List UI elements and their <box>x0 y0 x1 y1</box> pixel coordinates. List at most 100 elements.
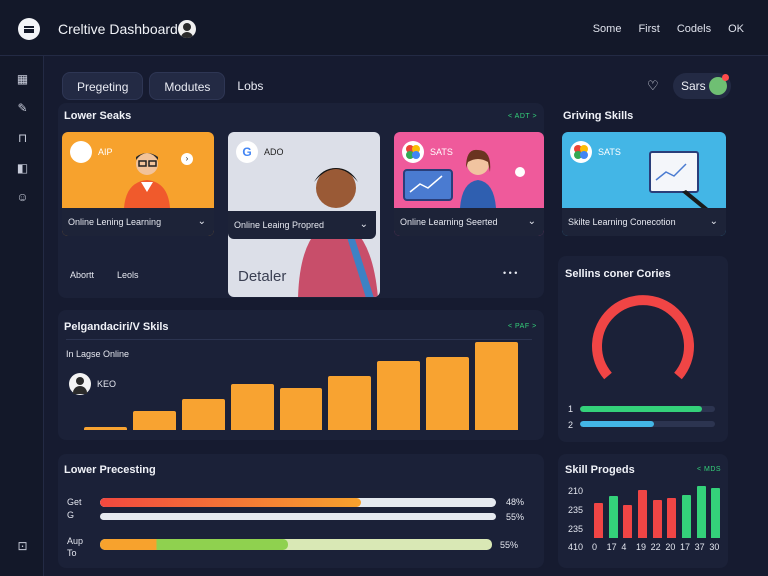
heart-icon[interactable]: ♡ <box>647 78 659 93</box>
card-footer: Skilte Learning Conecotion ⌄ <box>562 208 726 236</box>
chart-subtitle: In Lagse Online <box>66 349 130 359</box>
user-avatar <box>709 77 727 95</box>
chart-bar <box>426 357 470 430</box>
course-card-sats[interactable]: SATS Online Learning Seerted ⌄ <box>394 132 544 236</box>
skill-bar <box>711 488 721 538</box>
row-label-top: Aup <box>67 536 84 546</box>
skill-progeds-link[interactable]: < MDS <box>697 466 722 473</box>
teacher-illustration-icon <box>403 149 525 208</box>
pelgandacirl-title: Pelgandaciri/V Skils <box>64 321 169 333</box>
card-badge-label: SATS <box>430 147 453 157</box>
course-card-skilte[interactable]: SATS Skilte Learning Conecotion ⌄ <box>562 132 726 236</box>
top-bar: Creltive Dashboard Some First Codels OK <box>0 0 768 56</box>
x-tick-label: 30 <box>709 542 720 552</box>
top-link-first[interactable]: First <box>638 23 660 35</box>
x-tick-label: 20 <box>665 542 676 552</box>
skill-progeds-chart <box>592 484 724 538</box>
skill-bar <box>696 486 706 538</box>
x-tick-label: 19 <box>636 542 647 552</box>
user-name: Sars <box>681 79 706 93</box>
gauge-chart <box>592 295 694 380</box>
featured-label: Detaler <box>238 268 287 285</box>
y-tick-label: 210 <box>568 486 584 496</box>
edit-icon[interactable]: ✎ <box>17 101 28 115</box>
pelgandacirl-link[interactable]: < PAF > <box>508 323 537 330</box>
next-arrow-icon[interactable]: › <box>181 153 193 165</box>
chevron-down-icon[interactable]: ⌄ <box>709 216 718 227</box>
lower-seaks-link[interactable]: < ADT > <box>508 113 538 120</box>
chart-bar <box>377 361 421 430</box>
hamburger-icon <box>24 25 34 33</box>
grid-icon[interactable]: ▦ <box>16 72 29 86</box>
x-tick-label: 17 <box>606 542 617 552</box>
link-leols[interactable]: Leols <box>117 270 139 280</box>
more-dots-icon[interactable]: • • • <box>503 268 518 278</box>
briefcase-icon[interactable]: ◧ <box>16 161 29 175</box>
lower-precesting-title: Lower Precesting <box>64 464 156 476</box>
lower-seaks-title: Lower Seaks <box>64 110 132 122</box>
x-tick-label: 22 <box>650 542 661 552</box>
y-tick-label: 235 <box>568 524 584 534</box>
progress-fill <box>100 539 289 550</box>
card-footer-label: Online Leaing Propred <box>234 220 325 230</box>
app-title: Creltive Dashboard <box>58 21 178 37</box>
top-link-ok[interactable]: OK <box>728 23 744 35</box>
sellins-bar-2 <box>580 421 715 427</box>
chart-bar <box>132 410 176 430</box>
chevron-down-icon[interactable]: ⌄ <box>359 219 368 230</box>
user-chip[interactable]: Sars <box>673 73 731 99</box>
row-label-bottom: To <box>67 548 77 558</box>
user-avatar <box>69 373 91 395</box>
y-tick-label: 410 <box>568 542 584 552</box>
progress-pct: 48% <box>506 497 525 507</box>
skill-bar <box>623 505 633 538</box>
progress-fill <box>100 498 362 507</box>
tab-bar: Pregeting Modutes Lobs <box>62 72 269 100</box>
row-label-top: Get <box>67 497 82 507</box>
settings-icon[interactable]: ⊡ <box>17 539 28 553</box>
chart-bar <box>328 376 372 430</box>
sellins-bar-fill <box>580 421 655 427</box>
gauge-arc <box>592 295 694 380</box>
skill-bar <box>638 490 647 538</box>
top-nav: Some First Codels OK <box>593 23 744 35</box>
student-illustration-icon <box>124 153 170 208</box>
menu-button[interactable] <box>18 18 40 40</box>
chart-bar <box>230 384 274 430</box>
tab-pregeting[interactable]: Pregeting <box>62 72 144 100</box>
progress-bar-2 <box>100 513 496 520</box>
skills-bar-chart <box>82 340 522 430</box>
chevron-down-icon[interactable]: ⌄ <box>527 216 536 227</box>
smile-icon[interactable]: ☺ <box>16 190 29 204</box>
notification-dot <box>722 74 729 81</box>
skill-bar <box>652 500 662 538</box>
progress-pct: 55% <box>506 512 525 522</box>
course-card-aip[interactable]: AIP › Online Lening Learning ⌄ <box>62 132 214 236</box>
top-link-some[interactable]: Some <box>592 23 622 35</box>
skill-bar <box>667 498 677 538</box>
skill-progeds-title: Skill Progeds <box>565 464 635 476</box>
chart-bar <box>279 387 323 430</box>
google-icon: G <box>236 141 258 163</box>
row-label-bottom: G <box>67 510 75 520</box>
monitor-illustration-icon <box>649 151 708 210</box>
profile-avatar[interactable] <box>178 20 196 38</box>
lock-icon[interactable]: ⊓ <box>17 131 28 145</box>
flower-icon <box>402 141 424 163</box>
sellins-bar-1 <box>580 406 715 412</box>
card-badge-label: AIP <box>98 147 113 157</box>
x-tick-label: 17 <box>680 542 691 552</box>
person-illustration-icon <box>298 168 378 297</box>
tab-lobs[interactable]: Lobs <box>237 79 264 93</box>
skill-bar <box>594 503 603 538</box>
x-tick-label: 0 <box>592 542 598 552</box>
avatar-label: KEO <box>97 379 117 389</box>
progress-pct: 55% <box>500 540 519 550</box>
chevron-down-icon[interactable]: ⌄ <box>197 216 206 227</box>
card-badge-label: SATS <box>598 147 621 157</box>
skill-bar <box>682 495 691 538</box>
course-card-ado[interactable]: G ADO Online Leaing Propred ⌄ Detaler <box>228 132 380 297</box>
top-link-codels[interactable]: Codels <box>676 23 712 35</box>
link-abortt[interactable]: Abortt <box>70 270 95 280</box>
tab-modutes[interactable]: Modutes <box>149 72 226 100</box>
